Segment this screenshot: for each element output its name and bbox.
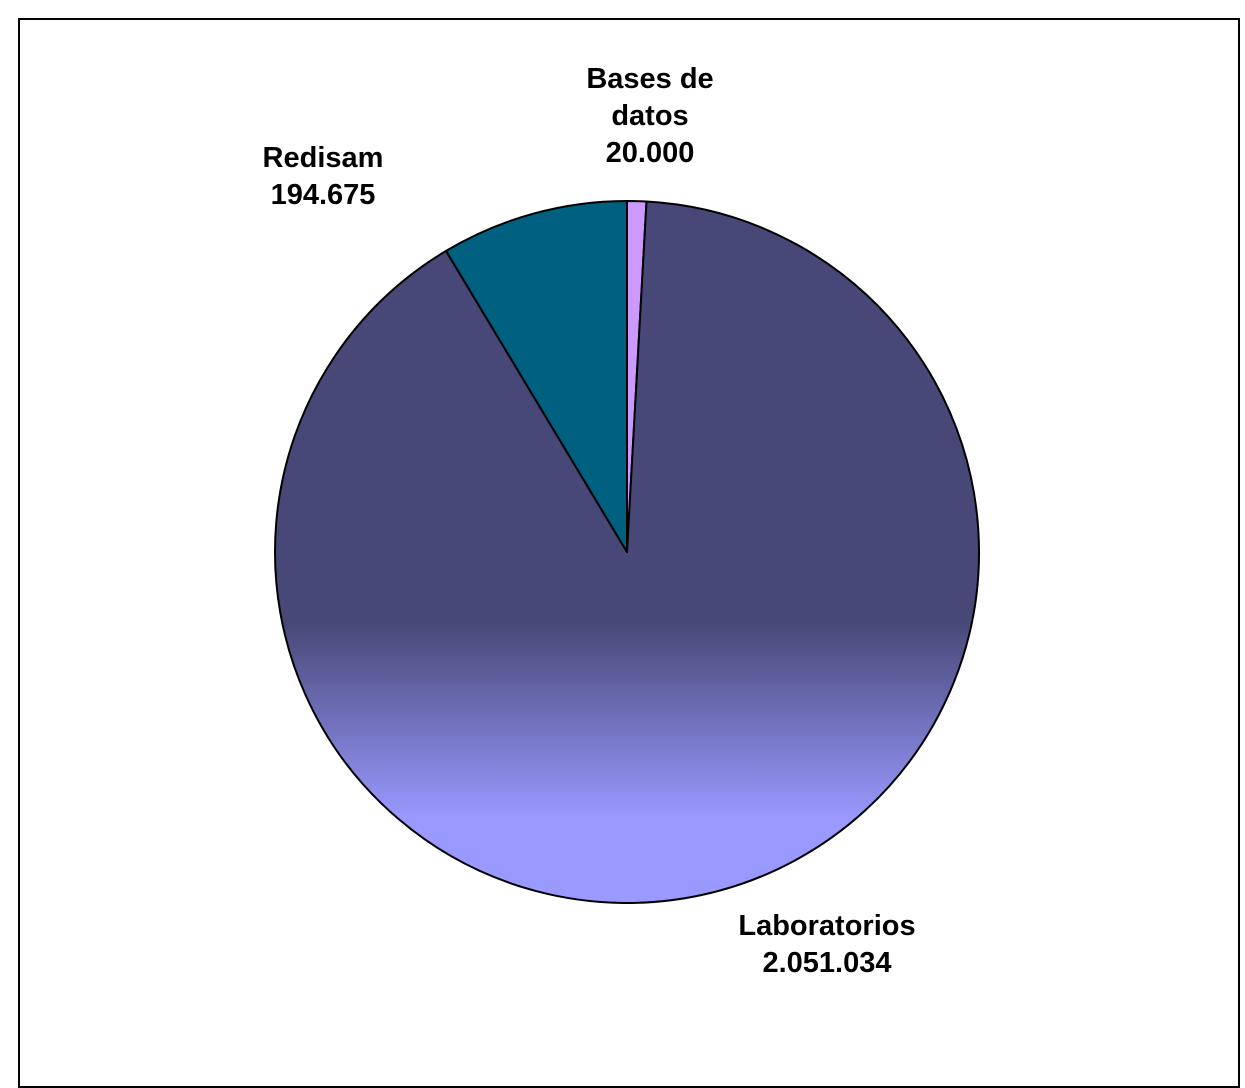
slice-category-label-laboratorios: Laboratorios [738,910,915,942]
pie-slice-redisam [445,200,628,553]
pie-labels: Bases de datos 20.000 Laboratorios 2.051.034… [263,63,916,979]
slice-value-label-laboratorios: 2.051.034 [762,947,891,979]
pie-slices [274,200,980,904]
slice-category-label-bases-de-datos: Bases de [586,63,713,95]
slice-value-label-bases-de-datos: 20.000 [606,137,695,169]
slice-category-label-bases-de-datos: datos [611,100,688,132]
slice-category-label-redisam: Redisam [263,142,384,174]
slice-value-label-redisam: 194.675 [271,179,376,211]
